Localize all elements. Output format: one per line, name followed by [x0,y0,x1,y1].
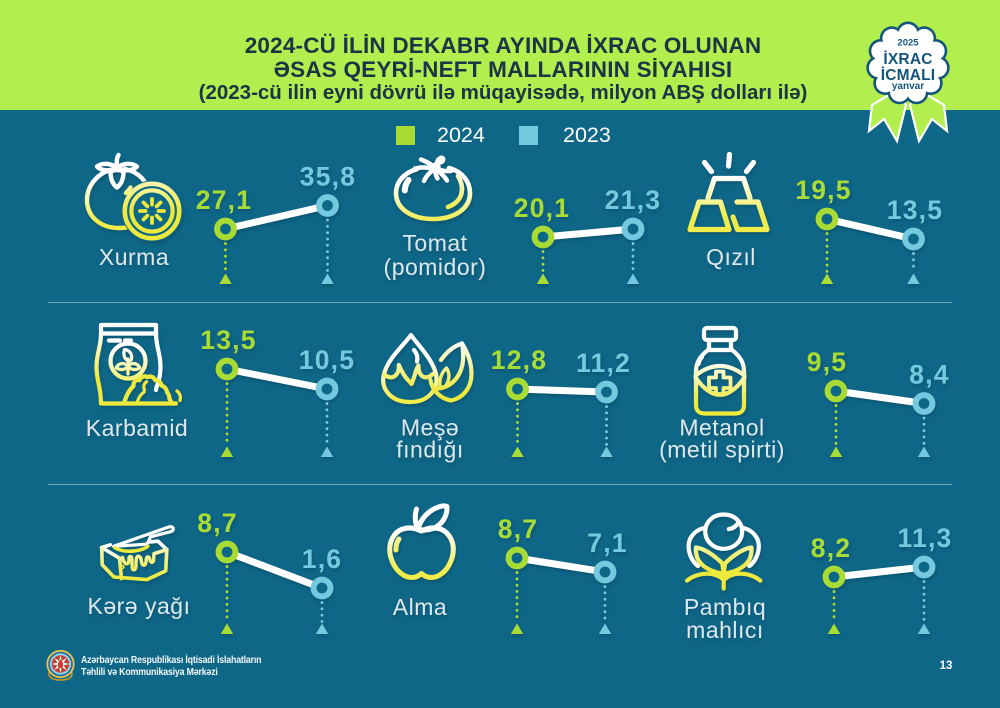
svg-text:2025: 2025 [897,37,919,48]
svg-text:Karbamid: Karbamid [86,415,188,441]
svg-text:Pambıq: Pambıq [684,594,766,620]
svg-text:13,5: 13,5 [887,195,943,225]
svg-text:mahlıcı: mahlıcı [686,617,764,643]
svg-text:7,1: 7,1 [587,528,627,558]
svg-text:fındığı: fındığı [396,437,463,463]
svg-text:21,3: 21,3 [605,185,661,215]
svg-text:İXRAC: İXRAC [883,51,932,68]
svg-text:11,2: 11,2 [576,348,631,378]
svg-text:35,8: 35,8 [300,162,356,192]
svg-text:Qızıl: Qızıl [706,244,756,270]
svg-text:yanvar: yanvar [892,81,924,92]
svg-text:12,8: 12,8 [491,345,547,375]
svg-text:8,4: 8,4 [909,360,949,390]
svg-text:1,6: 1,6 [302,544,342,574]
svg-text:19,5: 19,5 [795,175,851,205]
svg-text:9,5: 9,5 [807,347,847,377]
svg-text:20,1: 20,1 [514,193,570,223]
svg-text:İCMALI: İCMALI [881,67,936,84]
svg-text:Metanol: Metanol [679,415,764,441]
svg-text:11,3: 11,3 [898,523,953,553]
svg-text:8,7: 8,7 [498,514,538,544]
svg-text:13,5: 13,5 [200,325,256,355]
svg-text:Kərə yağı: Kərə yağı [88,593,191,619]
svg-text:8,7: 8,7 [197,508,237,538]
svg-text:27,1: 27,1 [196,185,252,215]
svg-text:8,2: 8,2 [811,533,851,563]
svg-text:(metil spirti): (metil spirti) [659,437,785,463]
svg-text:10,5: 10,5 [299,345,355,375]
svg-text:Meşə: Meşə [401,415,459,441]
svg-text:Tomat: Tomat [402,230,467,256]
svg-text:(pomidor): (pomidor) [384,254,487,280]
svg-text:Xurma: Xurma [99,244,169,270]
svg-text:Alma: Alma [393,594,447,620]
